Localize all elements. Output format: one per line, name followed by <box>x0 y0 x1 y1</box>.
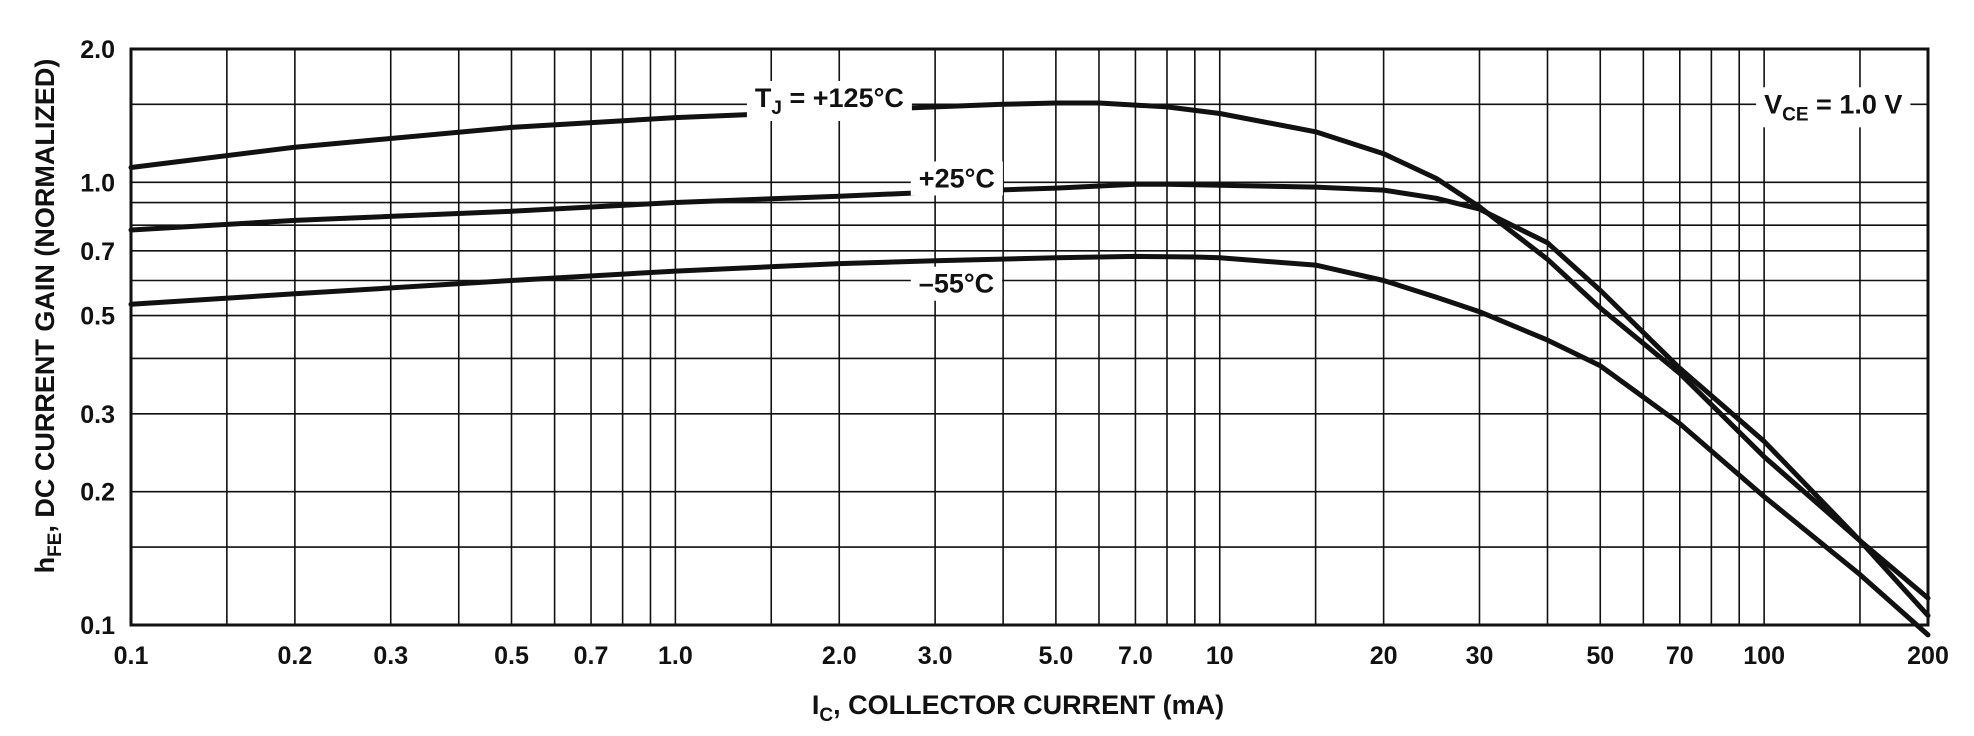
x-tick-label: 2.0 <box>822 642 857 670</box>
y-tick-label: 0.1 <box>80 612 115 640</box>
x-tick-label: 0.3 <box>373 642 408 670</box>
x-tick-labels: 0.1 0.2 0.3 0.5 0.7 1.0 2.0 3.0 5.0 7.0 10 20 30 50 70… <box>114 642 1949 670</box>
y-tick-label: 0.2 <box>80 479 115 507</box>
x-tick-label: 70 <box>1666 642 1694 670</box>
y-tick-label: 2.0 <box>80 36 115 64</box>
y-tick-labels: 0.1 0.2 0.3 0.5 0.7 1.0 2.0 <box>80 36 115 640</box>
y-axis-label: hFE, DC CURRENT GAIN (NORMALIZED) <box>30 59 66 574</box>
series-line <box>128 253 1931 638</box>
series-line <box>128 100 1931 601</box>
series-label-1: TJ = +125°C <box>746 81 912 122</box>
x-tick-label: 7.0 <box>1118 642 1153 670</box>
y-tick-label: 0.3 <box>80 401 115 429</box>
x-tick-label: 3.0 <box>918 642 953 670</box>
y-tick-label: 1.0 <box>80 169 115 197</box>
series-label-3-background <box>910 266 1003 301</box>
series-label-3: –55°C <box>910 266 1003 301</box>
series-lines <box>128 100 1931 638</box>
x-tick-label: 200 <box>1907 642 1949 670</box>
series-label-3-text: –55°C <box>919 269 994 299</box>
y-tick-label: 0.5 <box>80 303 115 331</box>
series-label-2-background <box>910 161 1003 196</box>
x-tick-label: 0.5 <box>494 642 529 670</box>
x-tick-label: 1.0 <box>658 642 693 670</box>
x-tick-label: 20 <box>1370 642 1398 670</box>
x-tick-label: 0.7 <box>574 642 609 670</box>
x-tick-label: 5.0 <box>1038 642 1073 670</box>
curve-labels: TJ = +125°C +25°C –55°C VCE = 1.0 V <box>746 81 1911 301</box>
x-tick-label: 0.2 <box>277 642 312 670</box>
series-label-1-text: TJ = +125°C <box>755 83 904 119</box>
x-axis-label: IC, COLLECTOR CURRENT (mA) <box>812 690 1224 726</box>
series-label-2-text: +25°C <box>919 163 995 193</box>
x-tick-label: 0.1 <box>114 642 149 670</box>
series-line <box>128 181 1931 619</box>
vce-annotation: VCE = 1.0 V <box>1756 87 1911 128</box>
x-tick-label: 50 <box>1586 642 1614 670</box>
series-label-2: +25°C <box>910 161 1003 196</box>
x-tick-label: 100 <box>1743 642 1785 670</box>
series-label-1-background <box>746 81 912 122</box>
vce-annotation-text: VCE = 1.0 V <box>1764 89 1902 125</box>
y-tick-label: 0.7 <box>80 238 115 266</box>
vce-annotation-background <box>1756 87 1911 128</box>
x-tick-label: 10 <box>1206 642 1234 670</box>
plot-frame <box>129 47 1930 627</box>
x-tick-label: 30 <box>1466 642 1494 670</box>
